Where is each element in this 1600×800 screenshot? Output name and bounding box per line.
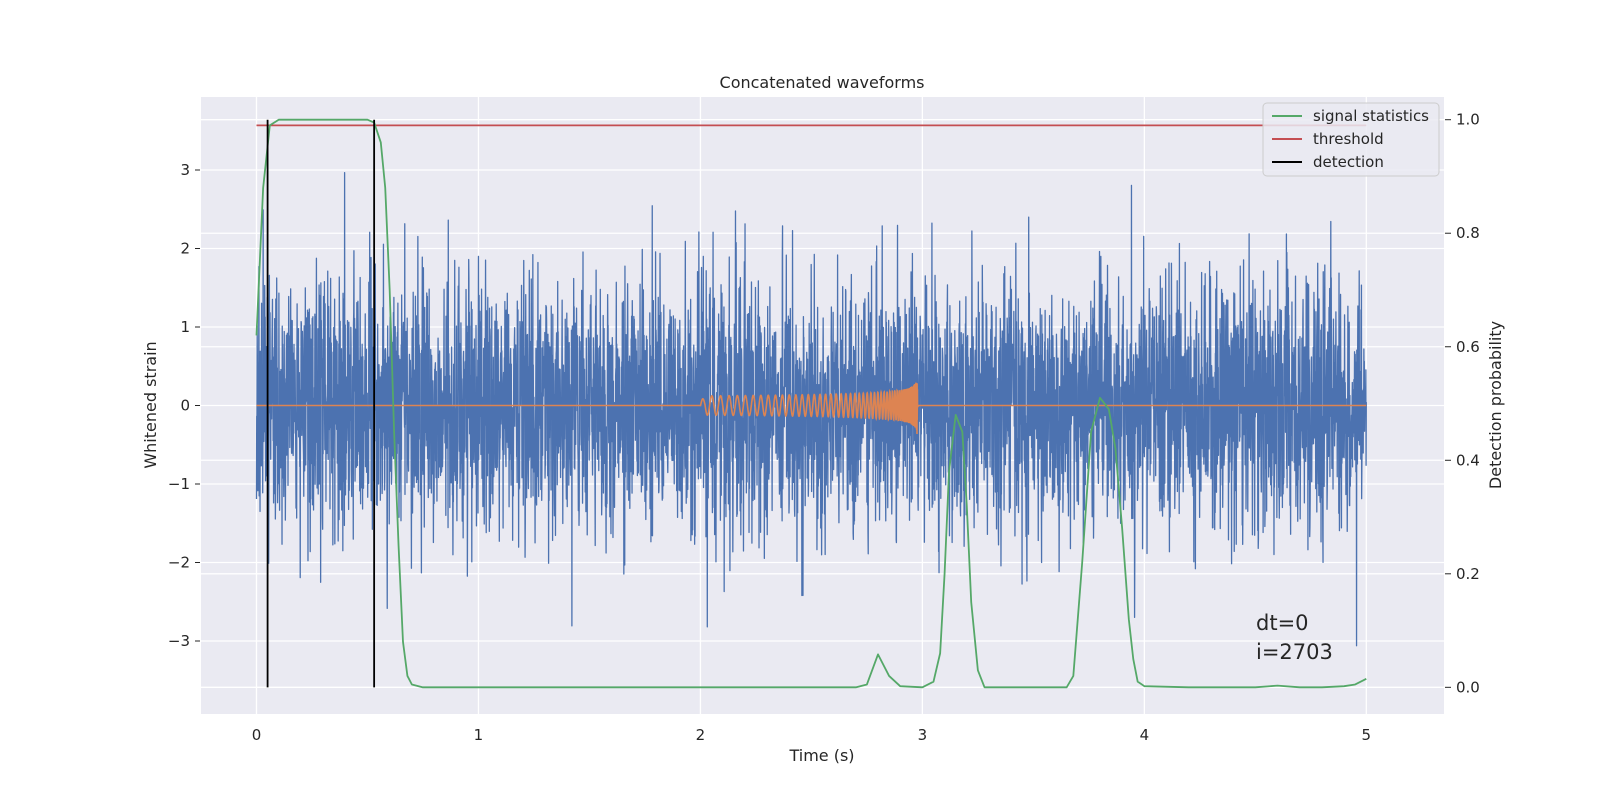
y2-tick-label: 0.2	[1456, 565, 1480, 583]
chirp-series	[256, 382, 1367, 434]
legend-label-signal-statistics: signal statistics	[1313, 107, 1429, 125]
y-tick-label: −3	[168, 632, 190, 650]
y-tick-label: 3	[180, 161, 190, 179]
y-tick-label: 0	[180, 397, 190, 415]
chart-title: Concatenated waveforms	[720, 73, 925, 92]
chirp-line	[256, 382, 1367, 434]
strain-line	[255, 172, 1367, 647]
y2-tick-label: 1.0	[1456, 111, 1480, 129]
y2-axis-ticks: 0.0 0.2 0.4 0.6 0.8 1.0	[1445, 111, 1480, 696]
x-tick-label: 5	[1362, 726, 1372, 744]
x-tick-label: 2	[696, 726, 706, 744]
x-tick-label: 3	[918, 726, 928, 744]
legend-label-detection: detection	[1313, 153, 1384, 171]
y2-tick-label: 0.8	[1456, 224, 1480, 242]
y2-tick-label: 0.6	[1456, 338, 1480, 356]
probability-series	[255, 118, 1367, 689]
annotation-index: i=2703	[1256, 640, 1333, 664]
y-tick-label: 2	[180, 240, 190, 258]
legend-label-threshold: threshold	[1313, 130, 1384, 148]
y-axis-ticks: −3 −2 −1 0 1 2 3	[168, 161, 200, 650]
x-tick-label: 1	[474, 726, 484, 744]
x-axis-ticks: 0 1 2 3 4 5	[252, 726, 1371, 744]
legend: signal statistics threshold detection	[1262, 102, 1440, 177]
x-tick-label: 4	[1140, 726, 1150, 744]
y2-tick-label: 0.4	[1456, 451, 1480, 469]
strain-series	[255, 172, 1367, 647]
x-tick-label: 0	[252, 726, 262, 744]
y2-axis-label: Detection probability	[1486, 321, 1505, 489]
y2-tick-label: 0.0	[1456, 678, 1480, 696]
y-tick-label: 1	[180, 318, 190, 336]
y-tick-label: −1	[168, 475, 190, 493]
y-axis-label: Whitened strain	[141, 341, 160, 468]
annotation-dt: dt=0	[1256, 611, 1309, 635]
legend-box	[1262, 102, 1440, 177]
signal-statistics-line	[255, 118, 1367, 689]
x-axis-label: Time (s)	[788, 746, 854, 765]
y-tick-label: −2	[168, 553, 190, 571]
